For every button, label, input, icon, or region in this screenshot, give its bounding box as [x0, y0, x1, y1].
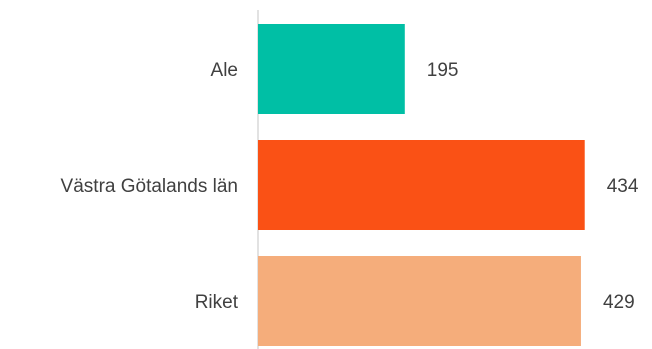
bar-2 [258, 256, 581, 346]
category-labels-group: Ale Västra Götalands län Riket [61, 60, 239, 313]
category-label-2: Riket [195, 292, 239, 313]
bars-group [258, 24, 585, 346]
bar-0 [258, 24, 405, 114]
bar-1 [258, 140, 585, 230]
value-label-2: 429 [603, 292, 635, 313]
category-label-0: Ale [211, 60, 238, 81]
value-labels-group: 195 434 429 [427, 60, 639, 313]
value-label-1: 434 [607, 176, 639, 197]
value-label-0: 195 [427, 60, 459, 81]
category-label-1: Västra Götalands län [61, 176, 238, 197]
